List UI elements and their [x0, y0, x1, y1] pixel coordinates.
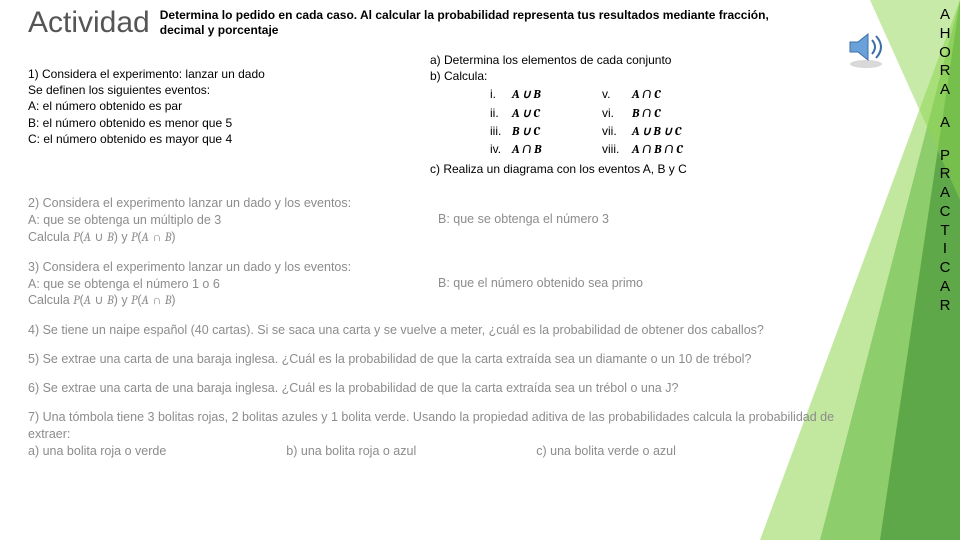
q1-b: b) Calcula: — [430, 68, 850, 84]
calc-rn: vii. — [602, 123, 632, 139]
q1-left: 1) Considera el experimento: lanzar un d… — [28, 66, 368, 147]
q7-line1: 7) Una tómbola tiene 3 bolitas rojas, 2 … — [28, 409, 838, 443]
q1-line2: Se definen los siguientes eventos: — [28, 82, 368, 98]
q2-b: B: que se obtenga el número 3 — [438, 211, 609, 228]
q7-c: c) una bolita verde o azul — [536, 443, 676, 460]
q3: 3) Considera el experimento lanzar un da… — [28, 259, 838, 311]
side-block-1: A H O R A — [936, 6, 954, 100]
calc-rn: vi. — [602, 105, 632, 121]
calc-expr: A ∪ C — [512, 105, 602, 121]
q7-b: b) una bolita roja o azul — [286, 443, 416, 460]
q7-a: a) una bolita roja o verde — [28, 443, 166, 460]
q6: 6) Se extrae una carta de una baraja ing… — [28, 380, 838, 397]
calc-expr: A ∩ B ∩ C — [632, 141, 742, 157]
q2: 2) Considera el experimento lanzar un da… — [28, 195, 838, 247]
q2-a: A: que se obtenga un múltiplo de 3 — [28, 212, 838, 229]
q1-calc-grid: i. A ∪ B v. A ∩ C ii. A ∪ C vi. B ∩ C ii… — [490, 86, 850, 157]
side-vertical-text: A H O R A A P R A C T I C A R — [936, 6, 954, 329]
faded-problems: 2) Considera el experimento lanzar un da… — [28, 195, 838, 472]
q1-line4: B: el número obtenido es menor que 5 — [28, 115, 368, 131]
q1-right: a) Determina los elementos de cada conju… — [430, 52, 850, 177]
calc-expr: B ∪ C — [512, 123, 602, 139]
q7: 7) Una tómbola tiene 3 bolitas rojas, 2 … — [28, 409, 838, 460]
side-block-3: P R A C T I C A R — [936, 147, 954, 316]
calc-expr: A ∪ B — [512, 86, 602, 102]
slide: Actividad Determina lo pedido en cada ca… — [0, 0, 960, 540]
calc-rn: iii. — [490, 123, 512, 139]
calc-expr: B ∩ C — [632, 105, 742, 121]
calc-expr: A ∩ C — [632, 86, 742, 102]
q2-line1: 2) Considera el experimento lanzar un da… — [28, 195, 838, 212]
q5: 5) Se extrae una carta de una baraja ing… — [28, 351, 838, 368]
calc-rn: v. — [602, 86, 632, 102]
q2-calc: Calcula P(A ∪ B) y P(A ∩ B) — [28, 229, 838, 247]
calc-expr: A ∩ B — [512, 141, 602, 157]
q1-line1: 1) Considera el experimento: lanzar un d… — [28, 66, 368, 82]
q7-options: a) una bolita roja o verde b) una bolita… — [28, 443, 838, 460]
audio-speaker-icon[interactable] — [846, 26, 890, 70]
q3-calc: Calcula P(A ∪ B) y P(A ∩ B) — [28, 292, 838, 310]
q3-b: B: que el número obtenido sea primo — [438, 275, 643, 292]
calc-rn: iv. — [490, 141, 512, 157]
side-block-2: A — [936, 114, 954, 133]
calc-rn: viii. — [602, 141, 632, 157]
q1-line3: A: el número obtenido es par — [28, 98, 368, 114]
q1-a: a) Determina los elementos de cada conju… — [430, 52, 850, 68]
q3-line1: 3) Considera el experimento lanzar un da… — [28, 259, 838, 276]
q4: 4) Se tiene un naipe español (40 cartas)… — [28, 322, 838, 339]
calc-rn: ii. — [490, 105, 512, 121]
q1-line5: C: el número obtenido es mayor que 4 — [28, 131, 368, 147]
header: Actividad Determina lo pedido en cada ca… — [28, 6, 818, 40]
q3-a: A: que se obtenga el número 1 o 6 — [28, 276, 838, 293]
calc-rn: i. — [490, 86, 512, 102]
instruction-text: Determina lo pedido en cada caso. Al cal… — [160, 6, 770, 38]
slide-title: Actividad — [28, 6, 150, 40]
q1-c: c) Realiza un diagrama con los eventos A… — [430, 161, 850, 177]
calc-expr: A ∪ B ∪ C — [632, 123, 742, 139]
